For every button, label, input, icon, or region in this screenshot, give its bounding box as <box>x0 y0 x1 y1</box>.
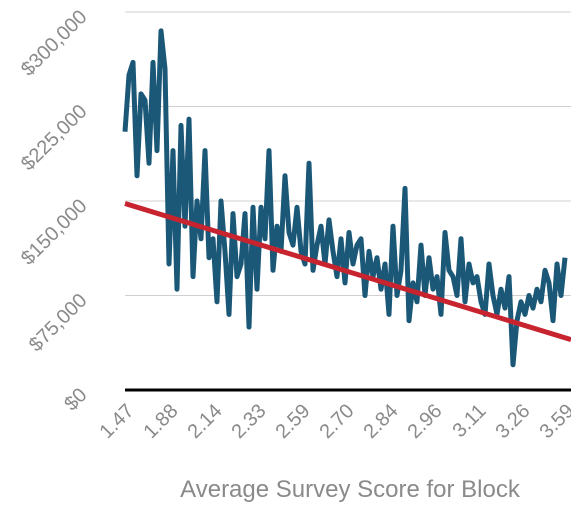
y-tick-label: $150,000 <box>17 195 92 270</box>
y-tick-label: $225,000 <box>17 100 92 175</box>
y-tick-label: $300,000 <box>17 6 92 81</box>
x-tick-label: 1.88 <box>139 400 182 443</box>
x-tick-label: 2.70 <box>315 400 358 443</box>
x-tick-label: 2.14 <box>183 400 226 443</box>
x-axis-title: Average Survey Score for Block <box>180 476 521 503</box>
x-tick-label: 3.59 <box>535 400 571 443</box>
y-tick-label: $75,000 <box>25 289 92 356</box>
x-tick-label: 2.84 <box>359 400 402 443</box>
x-tick-label: 2.96 <box>403 400 446 443</box>
x-tick-label: 1.47 <box>95 400 138 443</box>
x-tick-label: 2.59 <box>271 400 314 443</box>
y-tick-label: $0 <box>60 384 91 415</box>
x-tick-label: 3.26 <box>491 400 534 443</box>
data-line <box>122 28 568 368</box>
x-tick-label: 2.33 <box>227 400 270 443</box>
x-tick-label: 3.11 <box>448 400 490 442</box>
trend-line <box>124 201 571 342</box>
